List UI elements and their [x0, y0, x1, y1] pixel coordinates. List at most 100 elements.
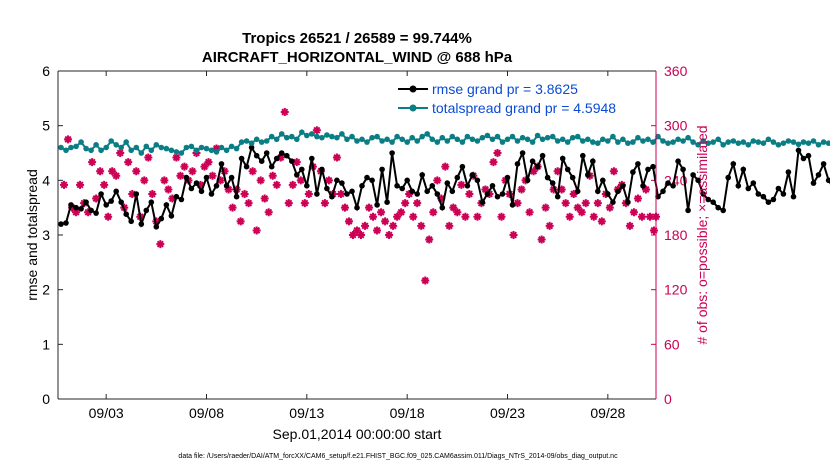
- obs-count-point: [228, 203, 237, 212]
- obs-count-point: [244, 199, 253, 208]
- obs-count-point: [561, 199, 570, 208]
- series-point-rmse: [168, 213, 175, 219]
- obs-count-point: [589, 212, 598, 221]
- obs-count-asterisk: [236, 217, 245, 226]
- obs-count-asterisk: [300, 199, 309, 208]
- series-point-totalspread: [790, 139, 797, 145]
- obs-count-asterisk: [208, 171, 217, 180]
- series-point-rmse: [574, 188, 581, 195]
- obs-count-point: [252, 226, 261, 235]
- obs-count-asterisk: [340, 203, 349, 212]
- obs-count-point: [248, 167, 257, 176]
- series-point-rmse: [228, 174, 235, 181]
- y-tick-label-left: 1: [42, 336, 50, 352]
- obs-count-point: [268, 171, 277, 180]
- obs-count-asterisk: [88, 158, 97, 167]
- series-point-totalspread: [344, 136, 350, 143]
- obs-count-asterisk: [100, 180, 109, 189]
- series-point-rmse: [118, 199, 124, 205]
- series-point-totalspread: [108, 138, 114, 144]
- series-point-rmse: [248, 144, 255, 151]
- obs-count-point: [525, 208, 534, 217]
- series-point-totalspread: [775, 142, 782, 148]
- series-point-rmse: [193, 180, 200, 186]
- series-point-rmse: [394, 183, 400, 189]
- series-point-rmse: [529, 158, 536, 164]
- obs-count-asterisk: [332, 153, 341, 162]
- series-point-rmse: [590, 158, 596, 164]
- obs-count-asterisk: [104, 212, 113, 221]
- series-point-rmse: [198, 188, 205, 195]
- obs-count-asterisk: [437, 194, 446, 203]
- obs-count-asterisk: [112, 171, 121, 180]
- series-point-totalspread: [670, 139, 676, 145]
- obs-count-asterisk: [256, 176, 265, 185]
- obs-count-point: [389, 221, 398, 230]
- series-point-totalspread: [554, 138, 561, 144]
- obs-count-asterisk: [557, 185, 566, 194]
- series-point-totalspread: [228, 143, 235, 150]
- series-point-totalspread: [665, 140, 671, 146]
- y-tick-label-right: 360: [664, 63, 688, 79]
- obs-count-asterisk: [637, 212, 646, 221]
- obs-count-point: [429, 208, 438, 217]
- obs-count-point: [324, 176, 333, 185]
- series-point-totalspread: [825, 140, 830, 146]
- obs-count-asterisk: [369, 212, 378, 221]
- series-point-totalspread: [208, 147, 215, 154]
- obs-count-point: [280, 108, 289, 116]
- series-point-totalspread: [273, 136, 280, 143]
- y-tick-label-left: 2: [42, 282, 50, 298]
- series-point-totalspread: [484, 132, 491, 139]
- series-point-rmse: [780, 191, 787, 197]
- obs-count-point: [381, 217, 390, 226]
- series-point-rmse: [399, 185, 406, 192]
- obs-count-point: [373, 226, 382, 235]
- obs-count-asterisk: [84, 208, 93, 217]
- obs-count-point: [397, 208, 406, 217]
- series-point-totalspread: [268, 133, 275, 140]
- obs-count-asterisk: [188, 167, 197, 176]
- series-point-totalspread: [690, 139, 696, 145]
- series-point-rmse: [309, 155, 315, 162]
- series-point-totalspread: [605, 138, 611, 144]
- obs-count-asterisk: [573, 203, 582, 212]
- series-point-totalspread: [615, 139, 621, 145]
- series-point-rmse: [710, 199, 716, 205]
- series-point-rmse: [278, 150, 285, 156]
- obs-count-asterisk: [457, 180, 466, 189]
- obs-count-asterisk: [212, 144, 221, 153]
- obs-count-asterisk: [489, 158, 498, 167]
- y-tick-label-right: 300: [664, 118, 688, 134]
- obs-count-point: [276, 153, 285, 162]
- obs-count-asterisk: [365, 203, 374, 212]
- obs-count-point: [393, 212, 402, 221]
- series-point-totalspread: [534, 132, 541, 139]
- obs-count-point: [340, 203, 349, 212]
- series-point-rmse: [494, 193, 501, 200]
- series-point-rmse: [63, 220, 69, 226]
- series-point-totalspread: [750, 138, 757, 144]
- obs-count-point: [168, 194, 177, 203]
- obs-count-point: [72, 208, 81, 217]
- obs-count-point: [489, 158, 498, 167]
- series-point-totalspread: [143, 143, 150, 150]
- obs-count-asterisk: [649, 226, 658, 235]
- series-point-rmse: [429, 183, 436, 189]
- obs-count-point: [545, 221, 554, 230]
- series-point-rmse: [765, 199, 772, 205]
- series-point-rmse: [243, 163, 250, 170]
- series-point-rmse: [138, 221, 145, 227]
- series-point-rmse: [820, 161, 827, 167]
- obs-count-asterisk: [252, 226, 261, 235]
- series-point-rmse: [479, 199, 486, 205]
- plot-area: [58, 71, 656, 399]
- obs-count-point: [649, 226, 658, 235]
- obs-count-point: [224, 185, 233, 194]
- obs-count-point: [100, 180, 109, 189]
- obs-count-point: [68, 203, 77, 212]
- obs-count-asterisk: [124, 158, 133, 167]
- series-point-rmse: [359, 183, 365, 189]
- y-tick-label-left: 0: [42, 391, 50, 407]
- series-point-rmse: [544, 174, 551, 181]
